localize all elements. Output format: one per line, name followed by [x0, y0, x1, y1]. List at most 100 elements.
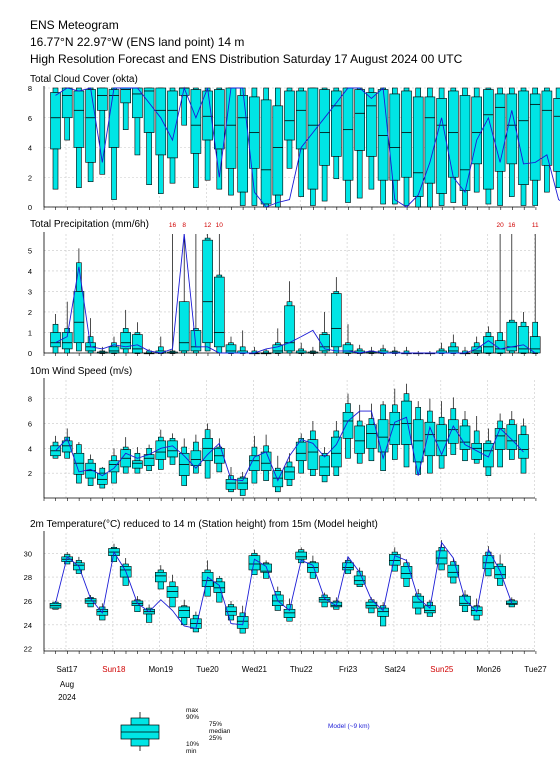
- precip-overflow-label: 8: [182, 222, 186, 229]
- cloud-box-p10-p25: [193, 153, 199, 188]
- temp-box: [260, 560, 272, 579]
- wind-box-p75-p90: [134, 452, 141, 462]
- precip-box-p10-p25: [333, 346, 340, 354]
- temp-box-p75-p90: [169, 581, 176, 587]
- precip-overflow-label: 10: [216, 222, 224, 229]
- wind-box: [342, 393, 354, 459]
- cloud-box-p10-p25: [321, 165, 328, 202]
- cloud-box-iqr: [108, 89, 120, 148]
- wind-box: [494, 413, 506, 468]
- precip-box-iqr: [483, 336, 494, 354]
- cloud-box: [506, 87, 518, 197]
- cloud-box: [307, 87, 319, 206]
- wind-box-p10-p25: [403, 444, 410, 468]
- wind-box-p10-p25: [497, 449, 503, 468]
- cloud-box-p10-p25: [122, 102, 129, 130]
- cloud-box-iqr: [354, 89, 366, 151]
- cloud-box-iqr: [295, 90, 307, 150]
- wind-box: [471, 416, 483, 464]
- cloud-box-iqr: [73, 90, 85, 148]
- precip-box-p75-p90: [216, 274, 223, 278]
- temp-box-p10-p25: [508, 604, 515, 608]
- cloud-box-p10-p25: [134, 117, 141, 156]
- wind-box-p75-p90: [497, 420, 503, 429]
- temp-box-p10-p25: [321, 601, 328, 608]
- precip-box: [190, 234, 202, 354]
- precip-box-p75-p90: [497, 332, 503, 341]
- wind-box-p10-p25: [298, 460, 305, 474]
- wind-box-p75-p90: [450, 408, 457, 421]
- wind-box-p10-p25: [274, 486, 281, 493]
- cloud-box-p10-p25: [239, 191, 246, 206]
- cloud-box-p10-p25: [228, 168, 234, 196]
- temp-box-p10-p25: [75, 569, 82, 574]
- temp-box-p10-p25: [403, 577, 410, 587]
- cloud-box-p75-p90: [333, 87, 340, 92]
- temp-box-p10-p25: [239, 628, 246, 634]
- cloud-box: [541, 87, 553, 193]
- cloud-box: [284, 87, 295, 169]
- precip-box-p75-p90: [286, 301, 293, 307]
- temp-box: [377, 602, 389, 627]
- wind-box-p10-p25: [52, 455, 59, 459]
- temp-box-p75-p90: [99, 606, 106, 610]
- temp-box: [190, 611, 202, 633]
- precip-box-iqr: [330, 293, 342, 348]
- temp-panel: 22 24 26 28 30: [24, 531, 537, 654]
- wind-box: [155, 429, 167, 470]
- wind-box-p10-p25: [473, 459, 480, 464]
- precip-box: [97, 346, 108, 354]
- temp-ytick-label: 24: [24, 621, 32, 630]
- cloud-box-p10-p25: [555, 171, 560, 188]
- wind-ytick-label: 4: [28, 444, 32, 453]
- temp-box-p10-p25: [110, 555, 118, 562]
- wind-box-p75-p90: [520, 425, 527, 435]
- precip-box: [214, 234, 225, 354]
- precip-box: [272, 328, 284, 354]
- wind-box-p10-p25: [158, 459, 164, 470]
- precip-box-p75-p90: [52, 323, 59, 333]
- cloud-box-iqr: [330, 90, 342, 157]
- wind-box: [377, 401, 389, 471]
- precip-overflow-label: 16: [508, 222, 516, 229]
- cloud-box-p75-p90: [427, 87, 433, 98]
- precip-box-p75-p90: [321, 332, 328, 335]
- day-label: Sat17: [57, 665, 78, 674]
- precip-box: [342, 324, 354, 354]
- cloud-box-iqr: [436, 98, 447, 194]
- day-label: Thu22: [290, 665, 313, 674]
- wind-box-iqr: [97, 472, 108, 485]
- meteogram-title: ENS Meteogram: [30, 18, 119, 32]
- wind-box-p10-p25: [356, 452, 363, 464]
- cloud-box-p75-p90: [286, 87, 293, 92]
- year-label: 2024: [58, 693, 76, 702]
- temp-ytick-label: 26: [24, 597, 32, 606]
- precip-box-p75-p90: [333, 291, 340, 294]
- temp-box-p75-p90: [380, 605, 387, 609]
- precip-box: [73, 248, 85, 352]
- cloud-box-p10-p25: [450, 176, 457, 203]
- wind-box: [132, 447, 143, 474]
- precip-box-iqr: [108, 346, 120, 354]
- cloud-box: [167, 87, 178, 184]
- cloud-box-iqr: [506, 93, 518, 165]
- cloud-box-p10-p25: [87, 162, 94, 183]
- cloud-box: [436, 87, 447, 206]
- cloud-box-p10-p25: [76, 147, 82, 188]
- precip-overflow-label: 16: [169, 222, 177, 229]
- temp-box: [166, 574, 179, 608]
- cloud-box-iqr: [412, 96, 424, 197]
- temp-box-p10-p25: [309, 572, 316, 579]
- wind-box-p75-p90: [333, 430, 340, 438]
- temp-box-p75-p90: [497, 563, 504, 567]
- cloud-box-p10-p25: [64, 117, 70, 141]
- cloud-box-iqr: [61, 87, 73, 119]
- precip-box: [366, 346, 377, 354]
- wind-box-p10-p25: [427, 455, 433, 474]
- temp-box-p10-p25: [438, 563, 445, 571]
- day-label: Wed21: [242, 665, 268, 674]
- temp-box: [84, 594, 97, 608]
- day-label: Fri23: [339, 665, 358, 674]
- wind-ytick-label: 6: [28, 419, 32, 428]
- precip-box: [225, 336, 237, 354]
